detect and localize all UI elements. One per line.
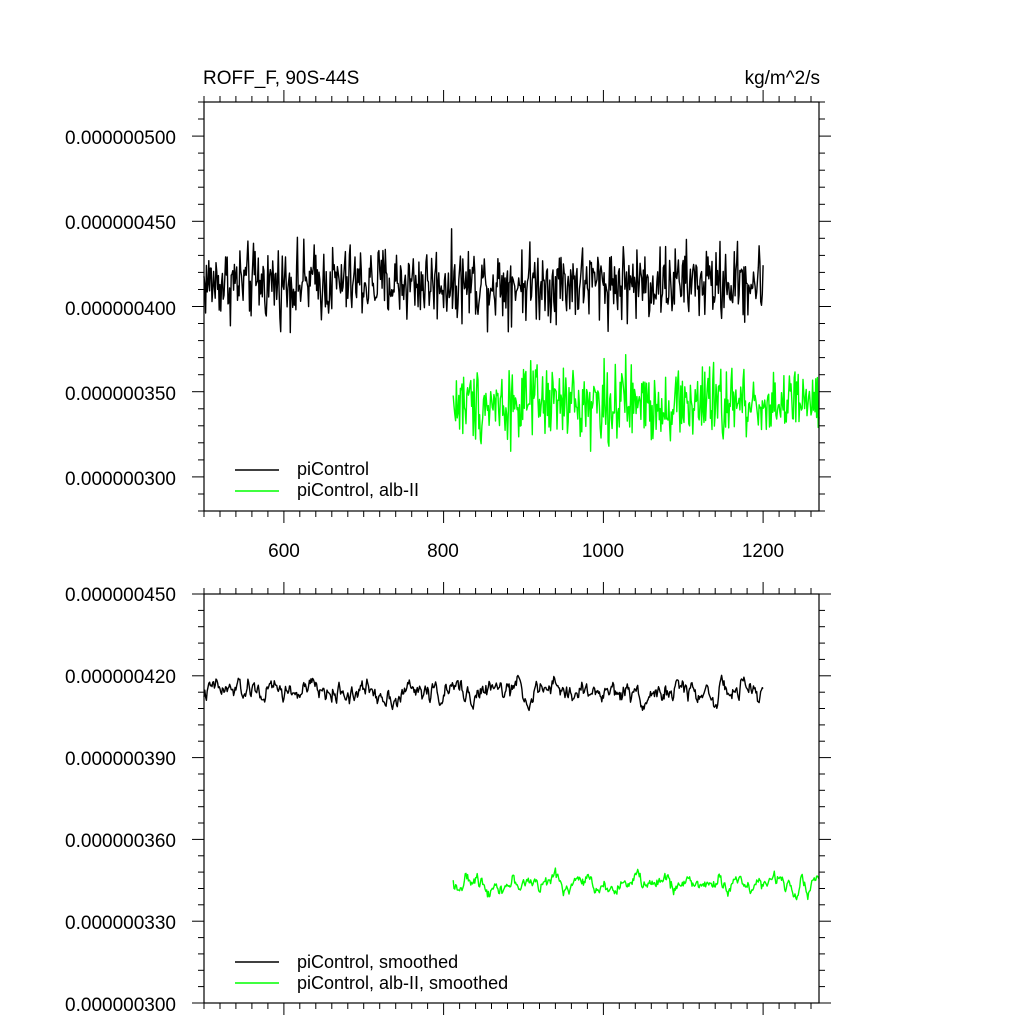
- bottom-series-lines: [203, 674, 820, 901]
- y-tick-label: 0.000000350: [65, 384, 176, 405]
- y-tick-label: 0.000000300: [65, 469, 176, 490]
- top-series-lines: [203, 228, 820, 452]
- top-legend: piControl piControl, alb-II: [235, 459, 419, 500]
- top-y-tick-labels: 0.000000300 0.000000350 0.000000400 0.00…: [65, 128, 176, 490]
- y-tick-label: 0.000000400: [65, 299, 176, 320]
- x-tick-label: 600: [268, 541, 300, 562]
- y-tick-label: 0.000000420: [65, 667, 176, 688]
- bottom-legend: piControl, smoothed piControl, alb-II, s…: [235, 952, 508, 993]
- x-tick-label: 1200: [742, 541, 784, 562]
- y-tick-label: 0.000000300: [65, 995, 176, 1016]
- top-panel: ROFF_F, 90S-44S kg/m^2/s 0.000000300 0.0…: [65, 68, 831, 562]
- legend-label: piControl, smoothed: [297, 952, 458, 972]
- top-units: kg/m^2/s: [745, 68, 820, 89]
- series-line: [452, 867, 820, 901]
- top-title: ROFF_F, 90S-44S: [203, 68, 359, 89]
- legend-label: piControl, alb-II, smoothed: [297, 973, 508, 993]
- top-axis-ticks: [192, 90, 831, 523]
- y-tick-label: 0.000000500: [65, 128, 176, 149]
- y-tick-label: 0.000000390: [65, 749, 176, 770]
- series-line: [203, 228, 764, 334]
- legend-label: piControl: [297, 459, 369, 479]
- top-plot-frame: [203, 101, 820, 512]
- bottom-panel: 0.000000300 0.000000330 0.000000360 0.00…: [65, 582, 831, 1016]
- bottom-plot-frame: [203, 593, 820, 1004]
- y-tick-label: 0.000000450: [65, 213, 176, 234]
- y-tick-label: 0.000000330: [65, 913, 176, 934]
- x-tick-label: 1000: [582, 541, 624, 562]
- legend-label: piControl, alb-II: [297, 480, 419, 500]
- bottom-y-tick-labels: 0.000000300 0.000000330 0.000000360 0.00…: [65, 585, 176, 1016]
- series-line: [452, 354, 820, 452]
- x-tick-label: 800: [427, 541, 459, 562]
- series-line: [203, 674, 764, 712]
- y-tick-label: 0.000000450: [65, 585, 176, 606]
- y-tick-label: 0.000000360: [65, 831, 176, 852]
- top-x-tick-labels: 600 800 1000 1200: [268, 541, 784, 562]
- bottom-axis-ticks: [192, 582, 831, 1015]
